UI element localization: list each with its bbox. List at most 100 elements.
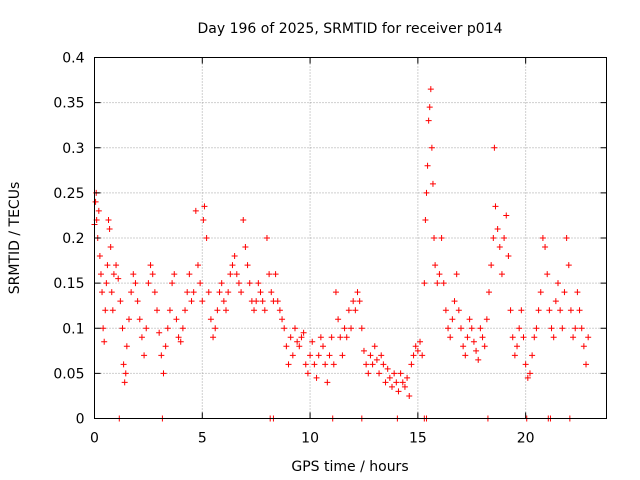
data-point (345, 307, 352, 314)
data-point (207, 316, 214, 323)
data-point (419, 352, 426, 359)
data-point (539, 235, 546, 241)
data-point (440, 280, 447, 287)
data-point (401, 383, 408, 390)
data-point (309, 338, 316, 345)
data-point (337, 334, 344, 341)
data-point (339, 352, 346, 359)
y-tick-label: 0.05 (53, 366, 84, 382)
data-point (171, 271, 178, 278)
data-point (268, 289, 275, 296)
data-point (428, 144, 435, 151)
data-point (451, 298, 458, 305)
y-tick-label: 0.25 (53, 186, 84, 202)
data-point (550, 334, 557, 341)
data-point (535, 307, 542, 314)
data-point (503, 212, 510, 219)
data-point (257, 289, 264, 296)
data-point (447, 334, 454, 341)
data-point (123, 343, 130, 350)
data-point (182, 307, 189, 314)
data-point (391, 370, 398, 377)
data-point (445, 325, 452, 332)
data-point (145, 280, 152, 287)
data-point (229, 262, 236, 269)
data-point (498, 271, 505, 278)
data-point (199, 298, 206, 305)
data-point (491, 144, 498, 151)
data-point (548, 325, 555, 332)
data-point (177, 338, 184, 345)
data-point (107, 244, 114, 251)
data-point (274, 298, 281, 305)
data-point (464, 334, 471, 341)
data-point (330, 361, 337, 368)
data-point (434, 280, 441, 287)
data-point (576, 307, 583, 314)
data-point (475, 356, 482, 363)
data-point (261, 307, 268, 314)
data-point (397, 370, 404, 377)
data-point (289, 352, 296, 359)
data-point (386, 374, 393, 381)
data-point (97, 271, 104, 278)
data-point (332, 289, 339, 296)
data-point (235, 280, 242, 287)
data-point (160, 370, 167, 377)
data-point (156, 329, 163, 336)
data-point (425, 117, 432, 124)
data-point (120, 361, 127, 368)
data-point (509, 334, 516, 341)
data-point (136, 316, 143, 323)
data-point (494, 225, 501, 232)
data-point (544, 271, 551, 278)
data-point (399, 379, 406, 386)
data-point (431, 235, 438, 241)
data-point (371, 343, 378, 350)
data-point (266, 271, 273, 278)
data-point (179, 325, 186, 332)
data-point (285, 361, 292, 368)
data-point (121, 379, 128, 386)
data-point (147, 262, 154, 269)
data-point (438, 235, 445, 241)
data-point (255, 280, 262, 287)
data-point (113, 262, 120, 269)
data-point (546, 307, 553, 314)
data-point (92, 198, 99, 205)
data-point (233, 271, 240, 278)
data-point (501, 235, 508, 241)
data-point (100, 325, 107, 332)
data-point (496, 244, 503, 251)
data-point (276, 307, 283, 314)
data-point (384, 365, 391, 372)
data-point (125, 316, 132, 323)
data-point (583, 361, 590, 368)
data-point (188, 298, 195, 305)
y-tick-label: 0.35 (53, 96, 84, 112)
data-point (130, 271, 137, 278)
data-point (102, 307, 109, 314)
data-point (223, 307, 230, 314)
data-point (572, 325, 579, 332)
data-point (567, 307, 574, 314)
data-points (91, 86, 592, 422)
data-point (559, 325, 566, 332)
data-point (348, 325, 355, 332)
x-axis-label: GPS time / hours (291, 459, 408, 475)
data-point (272, 271, 279, 278)
data-point (134, 298, 141, 305)
data-point (580, 343, 587, 350)
data-point (96, 253, 103, 260)
data-point (242, 244, 249, 251)
data-point (468, 325, 475, 332)
data-point (173, 316, 180, 323)
data-point (424, 162, 431, 169)
data-point (574, 289, 581, 296)
data-point (214, 307, 221, 314)
data-point (158, 352, 165, 359)
data-point (194, 262, 201, 269)
data-point (526, 370, 533, 377)
x-tick-labels: 0 5 10 15 20 (90, 431, 535, 447)
data-point (343, 334, 350, 341)
